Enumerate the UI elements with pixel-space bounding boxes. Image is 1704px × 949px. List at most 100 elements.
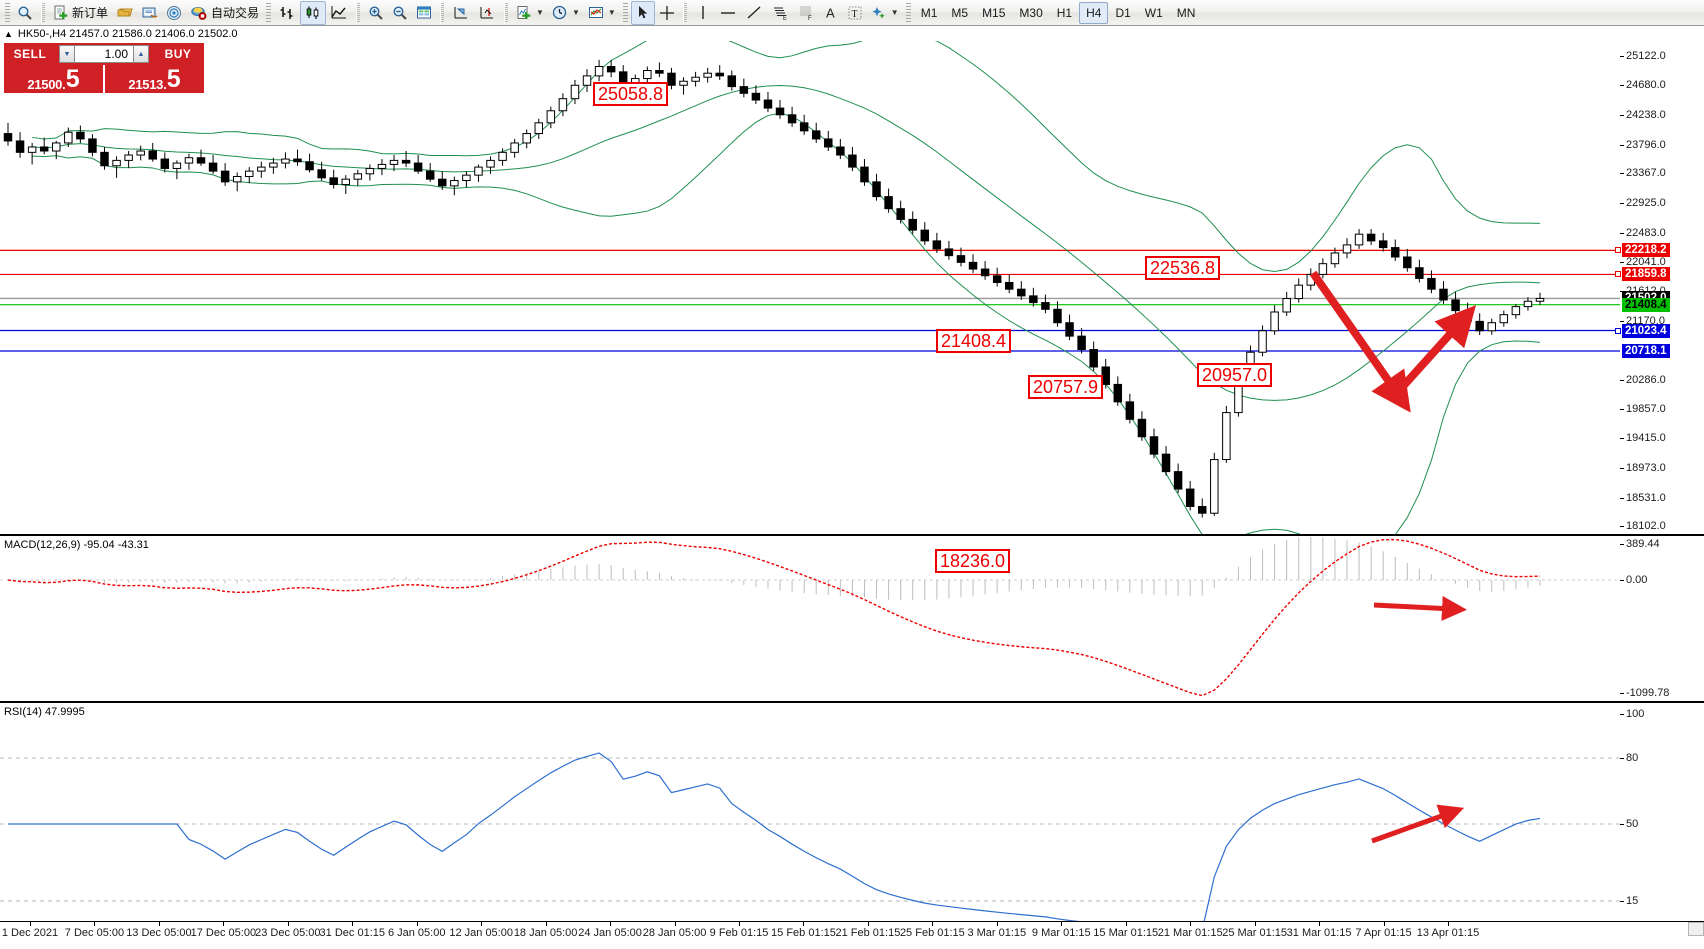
chevron-down-icon-2[interactable]: ▼ bbox=[571, 8, 580, 17]
volume-decrement-button[interactable]: ▼ bbox=[59, 45, 75, 63]
annotation-18236[interactable]: 18236.0 bbox=[935, 549, 1011, 573]
rsi-canvas bbox=[0, 752, 1620, 923]
line-handle[interactable] bbox=[1615, 327, 1621, 334]
horizontal-line-icon[interactable] bbox=[715, 1, 741, 25]
rsi-scale[interactable]: 100 80 50 15 bbox=[1620, 703, 1704, 921]
volume-control[interactable]: ▼ 1.00 ▲ bbox=[56, 43, 152, 65]
folder-icon[interactable] bbox=[112, 1, 138, 25]
auto-trading-button[interactable]: 自动交易 bbox=[186, 1, 263, 25]
price-tick-label: 24238.0 bbox=[1626, 108, 1666, 121]
timeframe-h1[interactable]: H1 bbox=[1056, 5, 1073, 20]
scrollbar-corner[interactable] bbox=[1688, 922, 1704, 936]
zoom-in-icon[interactable] bbox=[364, 1, 388, 25]
timeframe-h4[interactable]: H4 bbox=[1079, 1, 1109, 24]
toolbar-grip-4[interactable] bbox=[905, 2, 911, 23]
price-pane[interactable]: 25122.0 24680.0 24238.0 23796.0 23367.0 22925… bbox=[0, 41, 1704, 534]
radar-icon[interactable] bbox=[162, 1, 186, 25]
new-order-button[interactable]: 新订单 bbox=[49, 1, 112, 25]
time-tick-mark bbox=[1125, 922, 1127, 926]
channel-icon[interactable]: F bbox=[793, 1, 819, 25]
price-tag-blue[interactable]: 21023.4 bbox=[1622, 323, 1670, 338]
time-tick-mark bbox=[1254, 922, 1256, 926]
fibonacci-icon[interactable]: E bbox=[767, 1, 793, 25]
label-icon[interactable]: T bbox=[843, 1, 867, 25]
price-tick-label: 22925.0 bbox=[1626, 196, 1666, 209]
price-tag-green[interactable]: 21408.4 bbox=[1622, 297, 1670, 312]
shapes-icon[interactable]: ▼ bbox=[867, 1, 903, 25]
new-order-label: 新订单 bbox=[72, 6, 109, 20]
indicators-icon[interactable]: ▼ bbox=[512, 1, 548, 25]
timeframe-m5[interactable]: M5 bbox=[951, 5, 969, 20]
rsi-pane[interactable]: RSI(14) 47.9995 100 80 50 15 bbox=[0, 701, 1704, 923]
time-tick-mark bbox=[545, 922, 547, 926]
time-axis[interactable]: 1 Dec 2021 7 Dec 05:00 13 Dec 05:00 17 Dec … bbox=[0, 921, 1704, 949]
volume-input[interactable]: 1.00 bbox=[75, 45, 133, 63]
annotation-25058[interactable]: 25058.8 bbox=[593, 82, 669, 106]
chevron-down-icon[interactable]: ▼ bbox=[536, 8, 544, 17]
collapse-triangle-icon[interactable]: ▲ bbox=[4, 29, 13, 39]
line-handle[interactable] bbox=[1615, 247, 1621, 254]
timeframe-d1[interactable]: D1 bbox=[1115, 5, 1131, 20]
toolbar-separator-4 bbox=[440, 2, 445, 23]
time-tick-mark bbox=[803, 922, 805, 926]
price-tick-label: 18973.0 bbox=[1626, 462, 1666, 475]
svg-text:E: E bbox=[783, 16, 787, 21]
chevron-down-icon-4[interactable]: ▼ bbox=[890, 8, 899, 17]
bar-chart-icon[interactable] bbox=[274, 1, 300, 25]
annotation-20957[interactable]: 20957.0 bbox=[1197, 363, 1273, 387]
time-tick-label: 28 Jan 05:00 bbox=[642, 927, 707, 939]
sell-price-display[interactable]: 21500 . 5 bbox=[4, 65, 103, 93]
time-tick-label: 21 Mar 01:15 bbox=[1157, 927, 1223, 939]
crosshair-icon[interactable] bbox=[655, 1, 679, 25]
buy-price-display[interactable]: 21513 . 5 bbox=[105, 65, 204, 93]
rsi-tick-label: 80 bbox=[1626, 752, 1639, 764]
auto-scroll-icon[interactable] bbox=[474, 1, 500, 25]
annotation-21408[interactable]: 21408.4 bbox=[936, 329, 1012, 353]
rsi-tick-mark bbox=[1620, 758, 1624, 759]
one-click-trading-panel[interactable]: SELL ▼ 1.00 ▲ BUY 21500 . 5 21513 . 5 bbox=[4, 43, 204, 93]
price-scale[interactable]: 25122.0 24680.0 24238.0 23796.0 23367.0 22925… bbox=[1615, 41, 1704, 534]
candlestick-chart-icon[interactable] bbox=[300, 0, 327, 25]
data-grid-icon[interactable] bbox=[412, 1, 436, 25]
price-tick-mark bbox=[1620, 438, 1624, 440]
time-tick-mark bbox=[739, 922, 740, 926]
time-tick-mark bbox=[674, 922, 676, 926]
vertical-line-icon[interactable] bbox=[691, 1, 715, 25]
price-tag-blue[interactable]: 20718.1 bbox=[1622, 344, 1670, 358]
price-tick-label: 22483.0 bbox=[1626, 226, 1666, 239]
price-tag-red[interactable]: 22218.2 bbox=[1622, 243, 1670, 258]
toolbar-grip-2[interactable] bbox=[266, 2, 272, 23]
period-clock-icon[interactable]: ▼ bbox=[548, 1, 584, 25]
line-chart-icon[interactable] bbox=[326, 1, 352, 25]
chevron-down-icon-3[interactable]: ▼ bbox=[607, 8, 616, 17]
trendline-icon[interactable] bbox=[741, 1, 767, 25]
trade-panel-top-row: SELL ▼ 1.00 ▲ BUY bbox=[4, 43, 204, 65]
cursor-icon[interactable] bbox=[630, 0, 655, 25]
macd-pane[interactable]: MACD(12,26,9) -95.04 -43.31 389.44 0.00 -1… bbox=[0, 534, 1704, 701]
chart-shift-icon[interactable] bbox=[448, 1, 474, 25]
toolbar-grip[interactable] bbox=[5, 2, 10, 23]
price-tag-red[interactable]: 21859.8 bbox=[1622, 267, 1670, 282]
timeframe-m15[interactable]: M15 bbox=[982, 5, 1006, 20]
sell-button[interactable]: SELL bbox=[4, 43, 56, 65]
zoom-out-icon[interactable] bbox=[388, 1, 412, 25]
annotation-22536[interactable]: 22536.8 bbox=[1145, 256, 1221, 280]
search-icon[interactable] bbox=[13, 1, 37, 25]
text-icon[interactable]: A bbox=[819, 1, 843, 25]
toolbar-grip-3[interactable] bbox=[622, 2, 628, 23]
macd-scale[interactable]: 389.44 0.00 -1099.78 bbox=[1620, 536, 1704, 701]
chart-area[interactable]: 25122.0 24680.0 24238.0 23796.0 23367.0 22925… bbox=[0, 41, 1704, 923]
timeframe-m1[interactable]: M1 bbox=[920, 5, 938, 20]
templates-icon[interactable]: ▼ bbox=[584, 1, 620, 25]
navigator-icon[interactable] bbox=[138, 1, 162, 25]
buy-button[interactable]: BUY bbox=[152, 43, 204, 65]
line-handle[interactable] bbox=[1615, 271, 1621, 278]
timeframe-w1[interactable]: W1 bbox=[1144, 5, 1163, 20]
timeframe-m30[interactable]: M30 bbox=[1019, 5, 1043, 20]
time-tick-mark bbox=[932, 922, 934, 926]
timeframe-mn[interactable]: MN bbox=[1176, 5, 1196, 20]
annotation-20757[interactable]: 20757.9 bbox=[1028, 375, 1104, 399]
volume-increment-button[interactable]: ▲ bbox=[133, 45, 149, 63]
macd-tick-label: 0.00 bbox=[1626, 574, 1648, 587]
macd-tick-label: -1099.78 bbox=[1626, 686, 1670, 699]
